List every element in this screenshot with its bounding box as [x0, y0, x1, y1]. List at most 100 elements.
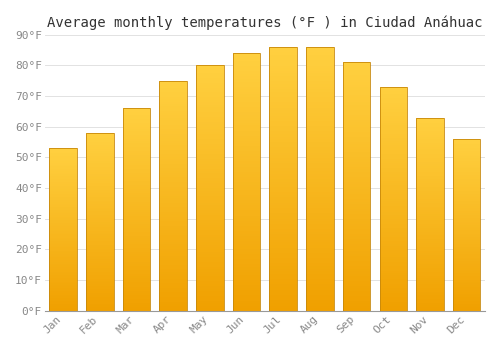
Bar — [86, 258, 114, 259]
Bar — [196, 269, 224, 272]
Bar — [50, 280, 77, 282]
Bar — [343, 179, 370, 182]
Bar — [416, 220, 444, 222]
Bar — [343, 306, 370, 308]
Bar — [380, 224, 407, 226]
Bar — [270, 132, 297, 134]
Bar — [416, 121, 444, 124]
Bar — [196, 134, 224, 136]
Bar — [306, 82, 334, 84]
Bar — [86, 186, 114, 188]
Bar — [196, 161, 224, 164]
Bar — [122, 274, 150, 277]
Bar — [122, 299, 150, 301]
Bar — [122, 266, 150, 268]
Bar — [233, 308, 260, 311]
Bar — [380, 197, 407, 199]
Bar — [50, 264, 77, 265]
Bar — [196, 65, 224, 68]
Bar — [343, 202, 370, 204]
Bar — [416, 180, 444, 181]
Bar — [416, 199, 444, 201]
Bar — [306, 147, 334, 150]
Bar — [160, 203, 187, 205]
Bar — [233, 197, 260, 200]
Bar — [233, 239, 260, 241]
Bar — [270, 184, 297, 187]
Bar — [160, 293, 187, 295]
Bar — [270, 155, 297, 158]
Bar — [122, 173, 150, 175]
Bar — [343, 169, 370, 172]
Bar — [160, 108, 187, 111]
Bar — [122, 268, 150, 270]
Bar — [50, 230, 77, 231]
Bar — [270, 179, 297, 182]
Bar — [122, 226, 150, 228]
Bar — [160, 159, 187, 161]
Bar — [306, 94, 334, 97]
Bar — [453, 191, 480, 192]
Bar — [196, 75, 224, 78]
Bar — [233, 275, 260, 277]
Bar — [380, 136, 407, 139]
Bar — [160, 145, 187, 148]
Bar — [196, 164, 224, 166]
Bar — [122, 262, 150, 264]
Bar — [122, 280, 150, 282]
Bar — [453, 210, 480, 211]
Bar — [50, 309, 77, 311]
Bar — [50, 215, 77, 217]
Bar — [416, 293, 444, 295]
Bar — [380, 87, 407, 89]
Bar — [86, 161, 114, 163]
Bar — [306, 306, 334, 308]
Bar — [416, 236, 444, 237]
Bar — [233, 184, 260, 187]
Bar — [50, 225, 77, 226]
Bar — [306, 52, 334, 55]
Bar — [380, 221, 407, 224]
Bar — [122, 181, 150, 183]
Bar — [306, 203, 334, 205]
Bar — [196, 141, 224, 144]
Bar — [416, 189, 444, 191]
Bar — [380, 255, 407, 257]
Bar — [416, 193, 444, 195]
Bar — [50, 192, 77, 194]
Bar — [196, 208, 224, 210]
Bar — [122, 210, 150, 212]
Bar — [416, 249, 444, 251]
Bar — [416, 278, 444, 280]
Bar — [306, 247, 334, 250]
Bar — [233, 223, 260, 226]
Bar — [380, 210, 407, 212]
Bar — [343, 97, 370, 100]
Bar — [196, 299, 224, 301]
Bar — [50, 166, 77, 168]
Bar — [160, 125, 187, 127]
Bar — [416, 266, 444, 268]
Bar — [86, 272, 114, 273]
Bar — [416, 239, 444, 241]
Bar — [122, 139, 150, 141]
Bar — [343, 162, 370, 164]
Bar — [380, 120, 407, 123]
Bar — [343, 226, 370, 229]
Bar — [343, 187, 370, 189]
Bar — [270, 153, 297, 155]
Bar — [50, 244, 77, 246]
Bar — [160, 233, 187, 235]
Bar — [343, 261, 370, 264]
Bar — [86, 304, 114, 306]
Bar — [343, 100, 370, 102]
Bar — [453, 139, 480, 311]
Bar — [270, 47, 297, 50]
Bar — [196, 129, 224, 132]
Bar — [343, 251, 370, 254]
Bar — [306, 63, 334, 65]
Bar — [453, 216, 480, 218]
Bar — [122, 276, 150, 279]
Bar — [160, 136, 187, 138]
Bar — [306, 124, 334, 126]
